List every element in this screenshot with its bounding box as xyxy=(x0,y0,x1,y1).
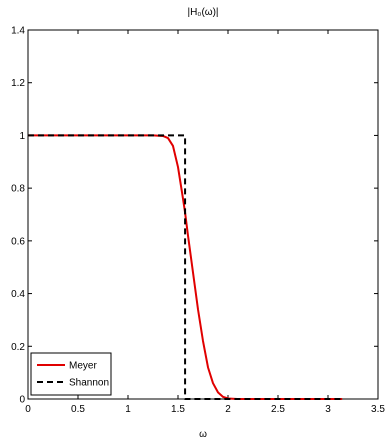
legend-box xyxy=(30,352,112,396)
y-tick-label: 0.2 xyxy=(11,342,25,353)
y-tick-label: 1.4 xyxy=(11,26,25,37)
series-group xyxy=(28,134,343,400)
y-tick-label: 0.8 xyxy=(11,184,25,195)
x-tick-label: 0 xyxy=(25,404,31,415)
x-tick-label: 0.5 xyxy=(71,404,85,415)
x-tick-label: 2.5 xyxy=(271,404,285,415)
y-tick-label: 0 xyxy=(19,395,25,406)
x-tick-label: 3 xyxy=(325,404,331,415)
y-tick-label: 0.4 xyxy=(11,289,25,300)
legend-label-meyer: Meyer xyxy=(69,361,97,372)
chart-title: |H₀(ω)| xyxy=(187,7,218,18)
x-axis-label: ω xyxy=(199,429,207,440)
x-tick-label: 3.5 xyxy=(371,404,385,415)
legend-label-shannon: Shannon xyxy=(69,378,109,389)
legend: Meyer Shannon xyxy=(30,352,112,396)
axis-ticks: 0 0.5 1 1.5 2 2.5 3 3.5 0 0.2 0.4 0.6 0.8 1 1.2 1.4 xyxy=(11,26,385,416)
y-tick-label: 1 xyxy=(19,131,25,142)
x-tick-label: 1.5 xyxy=(171,404,185,415)
x-tick-label: 1 xyxy=(125,404,131,415)
x-tick-label: 2 xyxy=(225,404,231,415)
y-tick-label: 0.6 xyxy=(11,236,25,247)
y-tick-label: 1.2 xyxy=(11,78,25,89)
series-line-meyer xyxy=(28,134,343,400)
